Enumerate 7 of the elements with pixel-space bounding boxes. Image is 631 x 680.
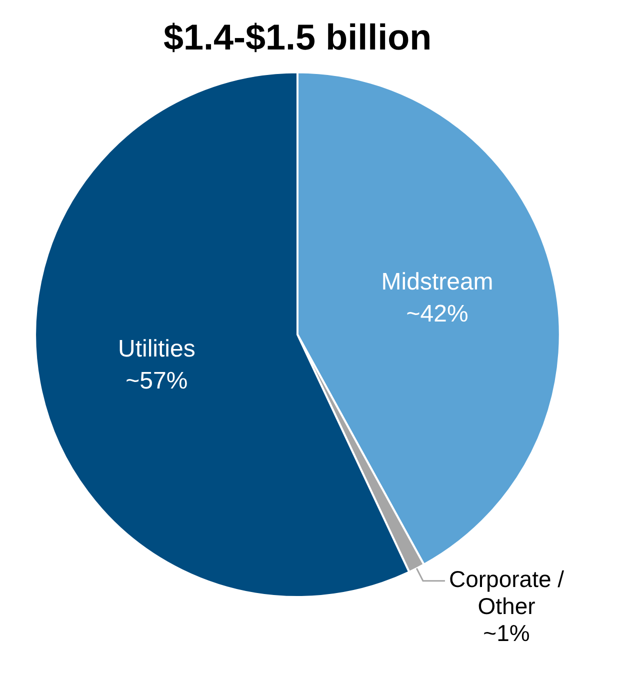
chart-title: $1.4-$1.5 billion bbox=[163, 16, 432, 58]
slice-label: Midstream bbox=[381, 268, 494, 296]
slice-label: Corporate / Other bbox=[448, 566, 565, 620]
data-label: ~57% bbox=[126, 368, 188, 395]
data-label: ~1% bbox=[483, 620, 530, 646]
slice-label: Utilities bbox=[118, 336, 196, 363]
data-label: ~42% bbox=[406, 300, 468, 328]
